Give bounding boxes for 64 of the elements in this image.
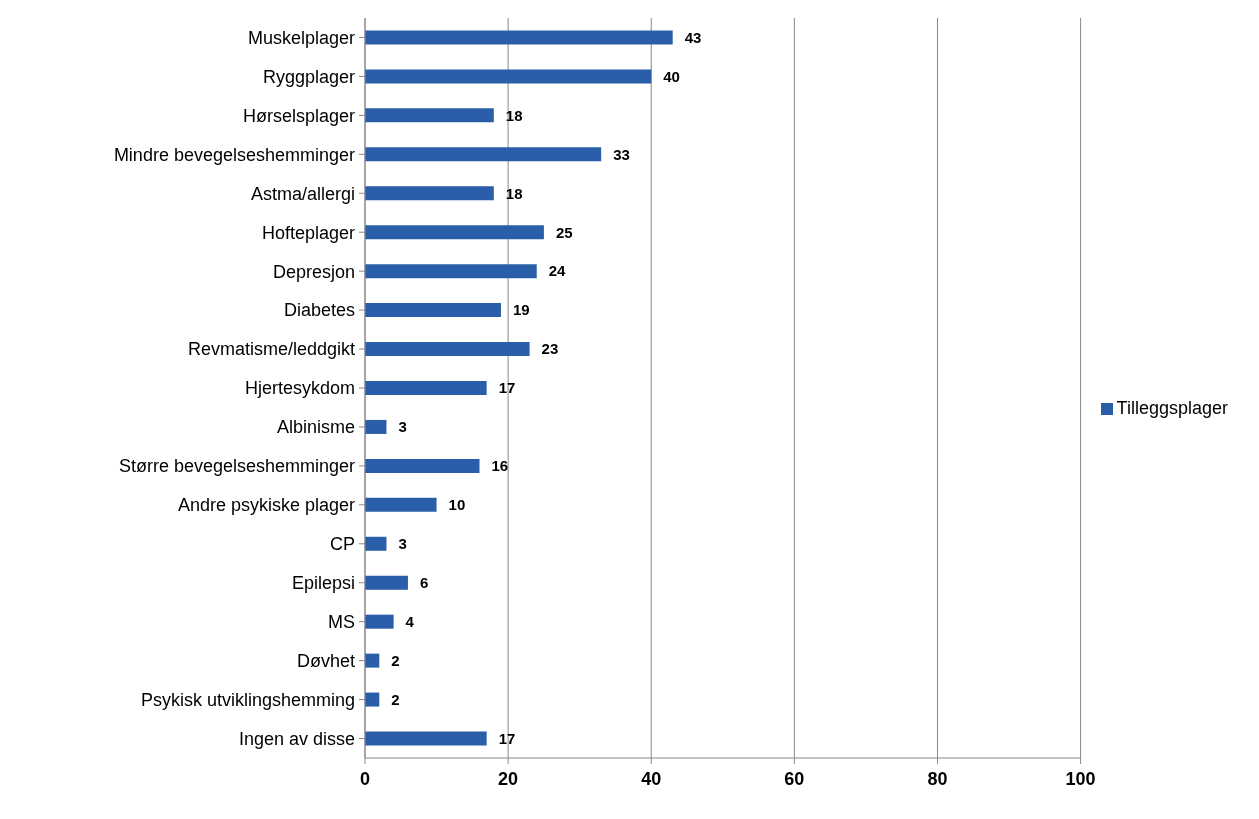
bar <box>365 225 544 240</box>
y-tick-label: Ryggplager <box>262 66 355 87</box>
y-tick-label: CP <box>329 534 355 555</box>
data-label: 25 <box>555 223 573 241</box>
data-label: 18 <box>505 106 523 124</box>
data-label: 6 <box>419 574 429 592</box>
data-label: 17 <box>498 729 516 747</box>
y-tick-label: MS <box>328 612 355 633</box>
data-label: 33 <box>613 145 630 163</box>
bar <box>365 614 394 629</box>
y-tick-label: Døvhet <box>296 651 355 672</box>
x-tick-label: 20 <box>498 768 519 789</box>
data-label: 17 <box>498 379 516 397</box>
data-label: 4 <box>405 613 415 630</box>
bar <box>365 186 494 201</box>
y-tick-label: Revmatisme/leddgikt <box>187 339 355 360</box>
bar <box>365 303 501 318</box>
x-tick-label: 80 <box>927 768 948 789</box>
data-label: 18 <box>505 184 523 202</box>
bar <box>365 731 487 746</box>
bar <box>365 536 387 551</box>
y-tick-label: Astma/allergi <box>250 183 355 204</box>
data-label: 2 <box>391 690 400 708</box>
data-label: 2 <box>391 651 400 669</box>
data-label: 43 <box>684 28 702 46</box>
y-tick-label: Diabetes <box>283 300 355 321</box>
y-tick-label: Større bevegelseshemminger <box>118 456 355 477</box>
y-tick-label: Epilepsi <box>291 573 355 594</box>
y-tick-label: Mindre bevegelseshemminger <box>113 144 355 165</box>
data-label: 3 <box>398 535 407 553</box>
legend-label: Tilleggsplager <box>1116 397 1228 418</box>
y-tick-label: Hofteplager <box>261 222 355 243</box>
bar <box>365 380 487 395</box>
bar <box>365 575 408 590</box>
bar <box>365 419 387 434</box>
y-tick-label: Hørselsplager <box>242 105 355 126</box>
data-label: 3 <box>398 418 407 436</box>
bar <box>365 69 652 84</box>
data-label: 16 <box>491 457 509 475</box>
bar <box>365 147 602 162</box>
data-label: 19 <box>512 301 530 319</box>
bar <box>365 692 380 707</box>
y-tick-label: Psykisk utviklingshemming <box>140 689 355 710</box>
bar <box>365 108 494 123</box>
y-tick-label: Hjertesykdom <box>244 378 355 399</box>
data-label: 23 <box>541 340 559 358</box>
bar <box>365 264 537 279</box>
x-tick-label: 60 <box>784 768 805 789</box>
data-label: 10 <box>448 496 466 514</box>
bar <box>365 458 480 473</box>
x-tick-label: 40 <box>641 768 662 789</box>
bar <box>365 497 437 512</box>
bar <box>365 653 380 668</box>
y-tick-label: Depresjon <box>272 261 355 282</box>
bar <box>365 342 530 357</box>
y-tick-label: Albinisme <box>276 417 355 438</box>
x-tick-label: 0 <box>359 768 371 789</box>
y-tick-label: Ingen av disse <box>238 728 355 749</box>
data-label: 24 <box>548 262 567 280</box>
data-label: 40 <box>663 67 680 85</box>
bar <box>365 30 673 45</box>
x-tick-label: 100 <box>1065 768 1096 789</box>
y-tick-label: Andre psykiske plager <box>177 495 355 516</box>
y-tick-label: Muskelplager <box>247 27 355 48</box>
